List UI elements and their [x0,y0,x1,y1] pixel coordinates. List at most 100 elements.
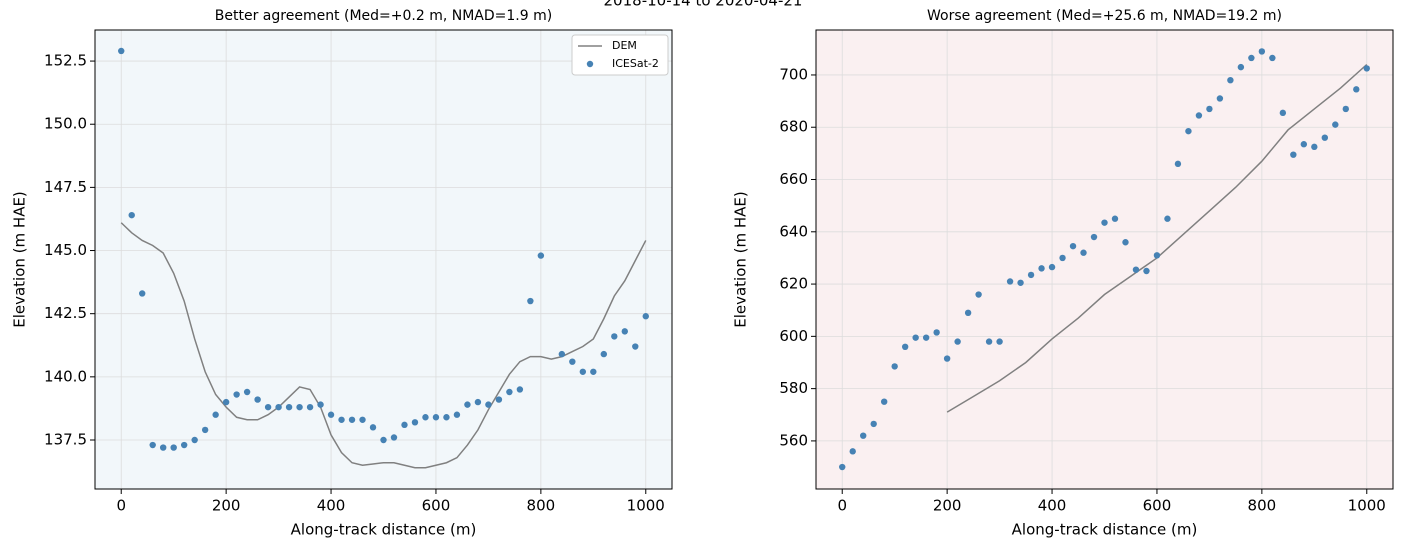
y-tick-label: 660 [779,170,808,188]
point [996,338,1003,345]
point [839,463,846,471]
point [317,401,324,408]
x-tick-label: 800 [1248,497,1277,515]
point [348,416,356,423]
point [1122,239,1129,246]
point [411,419,419,426]
point [1332,121,1339,128]
y-tick-label: 145.0 [44,241,87,259]
x-tick-label: 200 [933,497,962,515]
y-tick-label: 560 [779,431,808,449]
point [453,411,461,418]
point [118,47,125,55]
point [1321,134,1329,141]
point [1185,127,1192,135]
y-tick-label: 137.5 [44,430,87,448]
point [632,343,639,350]
point [1227,76,1234,84]
y-tick-label: 152.5 [44,52,87,70]
x-tick-label: 200 [212,497,241,515]
point [642,313,649,320]
point [1069,242,1077,250]
y-tick-label: 150.0 [44,115,87,133]
chart-title: Worse agreement (Med=+25.6 m, NMAD=19.2 … [927,8,1282,24]
plot-frame [815,29,1394,490]
point [1174,160,1182,168]
point [180,441,188,449]
point [1195,112,1203,119]
x-axis-label: Along-track distance (m) [291,521,477,539]
point [1311,143,1318,151]
y-axis-label: Elevation (m HAE) [732,191,750,328]
point [1342,105,1349,113]
point [212,411,219,418]
point [464,401,471,408]
point [621,328,628,335]
point [1353,86,1360,93]
point [128,211,135,219]
point [1111,215,1119,222]
legend-box [571,34,669,76]
y-tick-label: 142.5 [44,304,87,322]
x-tick-label: 600 [422,497,451,515]
plot-frame [94,29,673,490]
point [611,333,618,340]
point [1101,219,1108,226]
point [954,338,961,345]
x-tick-label: 0 [116,497,126,515]
point [233,391,240,398]
point [860,432,867,439]
point [139,290,146,297]
x-tick-label: 600 [1143,497,1172,515]
point [569,358,576,365]
point [149,441,156,449]
point [390,434,398,441]
point [933,329,940,336]
legend-label: DEM [612,39,637,52]
x-tick-label: 1000 [1348,497,1386,515]
point [1038,265,1045,272]
plot-background [816,30,1393,489]
x-tick-label: 400 [1038,497,1067,515]
point [1090,233,1098,241]
y-tick-label: 580 [779,379,808,397]
point [1132,266,1140,273]
point [264,403,272,411]
point [296,403,303,411]
point [170,444,177,451]
dem-line [120,222,647,469]
point [1017,279,1024,286]
point [306,403,314,411]
point [901,343,909,351]
point [1080,249,1087,256]
point [1059,254,1066,262]
point [1269,54,1276,62]
y-tick-label: 680 [779,118,808,136]
point [516,386,524,393]
point [201,426,209,434]
point [338,416,345,423]
x-tick-label: 1000 [627,497,665,515]
legend-swatch [586,60,594,68]
point [422,414,429,421]
point [1206,105,1213,113]
point [975,291,982,298]
point [369,424,377,431]
suptitle: 2018-10-14 to 2020-04-21 [604,0,803,10]
point [558,350,566,358]
point [527,297,534,305]
point [222,398,230,406]
point [1006,278,1014,285]
point [1258,48,1266,55]
point [285,403,293,411]
point [912,334,919,341]
point [1027,271,1035,279]
point [579,368,587,375]
point [1237,63,1245,71]
point [1279,109,1287,117]
point [1290,151,1297,158]
point [495,396,503,403]
point [1216,95,1224,102]
plot-background [95,30,672,489]
